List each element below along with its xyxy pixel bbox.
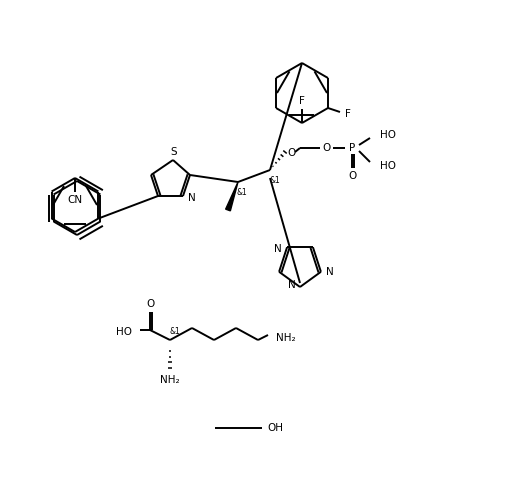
Text: P: P	[348, 143, 355, 153]
Text: N: N	[274, 244, 281, 254]
Text: &1: &1	[269, 175, 280, 184]
Text: O: O	[146, 299, 155, 309]
Text: S: S	[170, 147, 177, 157]
Text: F: F	[298, 96, 305, 106]
Text: OH: OH	[267, 423, 282, 433]
Text: HO: HO	[379, 130, 395, 140]
Text: F: F	[344, 109, 350, 119]
Text: NH₂: NH₂	[160, 375, 179, 385]
Text: HO: HO	[379, 161, 395, 171]
Text: HO: HO	[116, 327, 132, 337]
Text: N: N	[188, 193, 195, 203]
Text: NH₂: NH₂	[275, 333, 295, 343]
Text: &1: &1	[169, 328, 180, 336]
Polygon shape	[225, 182, 237, 211]
Text: O: O	[348, 171, 357, 181]
Text: N: N	[287, 280, 295, 290]
Text: &1: &1	[236, 188, 247, 197]
Text: O: O	[287, 148, 295, 158]
Text: O: O	[322, 143, 330, 153]
Text: CN: CN	[67, 195, 82, 205]
Text: N: N	[325, 267, 333, 277]
